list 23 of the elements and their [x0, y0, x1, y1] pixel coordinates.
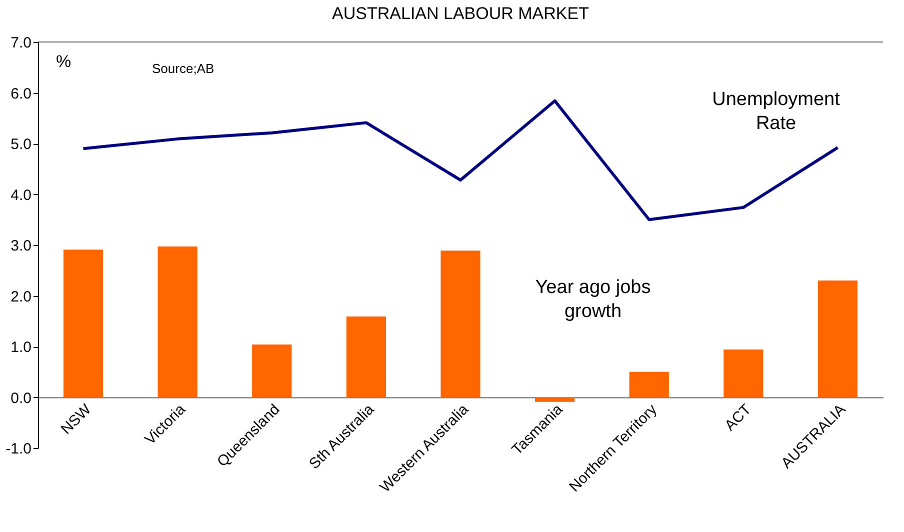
y-tick-label: -1.0	[6, 440, 32, 458]
bar	[629, 372, 669, 398]
bar	[158, 246, 198, 398]
y-tick-label: 4.0	[10, 186, 32, 204]
series-label: Unemployment Rate	[712, 89, 841, 134]
y-tick-label: 7.0	[10, 34, 32, 52]
text: Year ago jobs growth	[535, 277, 651, 322]
bar	[63, 250, 104, 398]
chart-title: AUSTRALIAN LABOUR MARKET	[332, 4, 589, 23]
bar	[535, 397, 575, 402]
bar	[346, 316, 386, 398]
y-tick-label: 2.0	[10, 288, 32, 306]
bar	[724, 350, 764, 398]
bar	[818, 280, 858, 398]
y-tick-label: 3.0	[10, 238, 32, 254]
y-tick-label: 0.0	[10, 390, 32, 407]
y-tick-label: 6.0	[10, 85, 32, 102]
y-tick-label: 5.0	[10, 136, 32, 153]
y-tick-label: 1.0	[10, 339, 32, 356]
bar	[252, 344, 292, 398]
bar	[440, 250, 480, 398]
y-axis-title: %	[56, 52, 72, 71]
annotation: Source;AB	[152, 61, 214, 76]
